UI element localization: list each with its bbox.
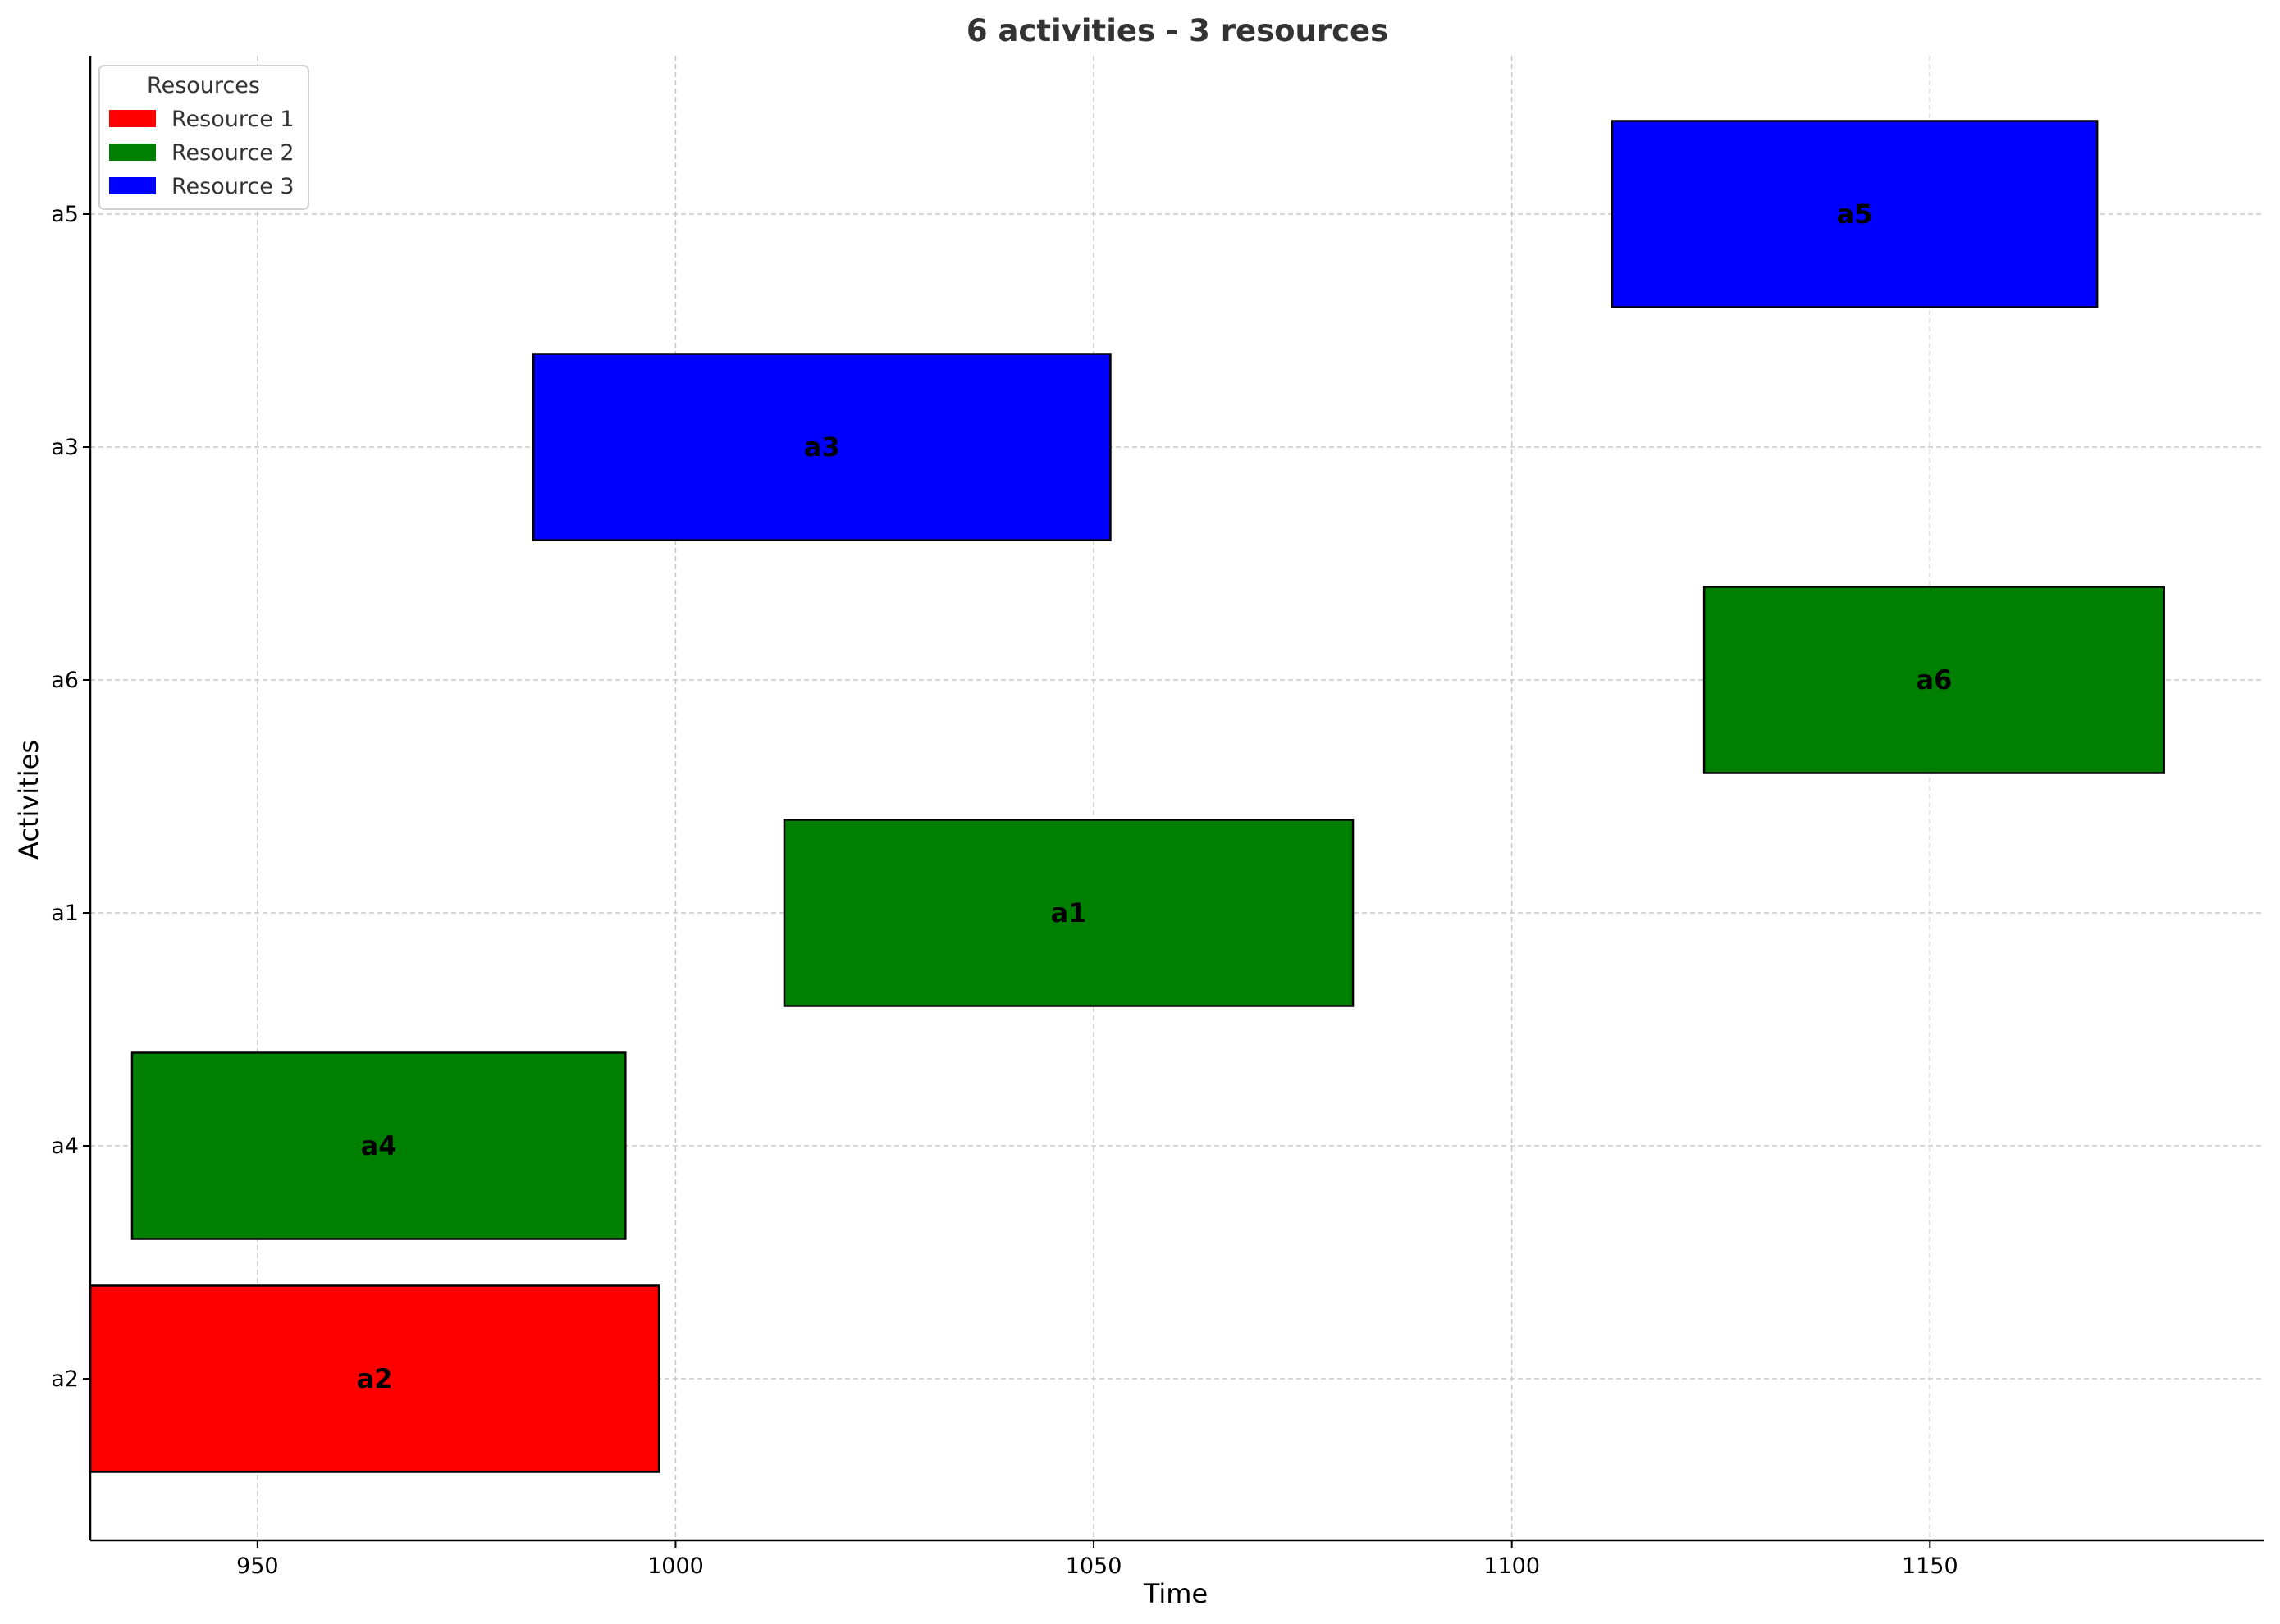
legend-swatch: [109, 110, 156, 127]
legend-entry-label: Resource 2: [171, 140, 295, 166]
x-tick-label: 950: [236, 1553, 279, 1579]
bar-label-a1: a1: [1051, 897, 1087, 928]
bar-a3: [532, 353, 1112, 541]
bar-a5: [1611, 120, 2099, 308]
x-tick-label: 1150: [1902, 1553, 1958, 1579]
legend-swatch: [109, 144, 156, 161]
y-tick-label: a2: [51, 1366, 79, 1392]
legend-title: Resources: [147, 73, 260, 98]
x-axis-label: Time: [1143, 1578, 1208, 1609]
y-tick-label: a4: [51, 1134, 79, 1159]
x-tick-label: 1000: [647, 1553, 704, 1579]
bar-a2: [89, 1284, 660, 1473]
y-tick-label: a6: [51, 668, 79, 693]
bar-a6: [1702, 586, 2165, 774]
y-tick-label: a5: [51, 202, 79, 227]
y-axis-label: Activities: [13, 740, 44, 860]
axes-group: 950 1000 1050 1100 1150 a2 a4 a1 a6 a3 a5: [51, 56, 2264, 1579]
legend-entry-label: Resource 3: [171, 174, 295, 199]
bar-label-a4: a4: [361, 1130, 397, 1161]
bar-a1: [783, 819, 1355, 1007]
legend-entry-label: Resource 1: [171, 107, 295, 132]
bars-group: a2 a4 a1 a6 a3 a5: [89, 120, 2165, 1473]
legend-box: [98, 65, 309, 210]
bar-label-a6: a6: [1916, 664, 1952, 696]
x-tick-label: 1100: [1483, 1553, 1540, 1579]
x-tick-label: 1050: [1066, 1553, 1122, 1579]
y-tick-label: a1: [51, 901, 79, 926]
legend: Resources Resource 1 Resource 2 Resource 3: [98, 65, 309, 210]
legend-swatch: [109, 177, 156, 194]
y-tick-label: a3: [51, 435, 79, 460]
bar-label-a5: a5: [1837, 198, 1873, 230]
bar-a4: [130, 1051, 627, 1240]
bar-label-a2: a2: [357, 1363, 393, 1394]
chart-title: 6 activities - 3 resources: [966, 13, 1388, 48]
bar-label-a3: a3: [804, 431, 840, 463]
